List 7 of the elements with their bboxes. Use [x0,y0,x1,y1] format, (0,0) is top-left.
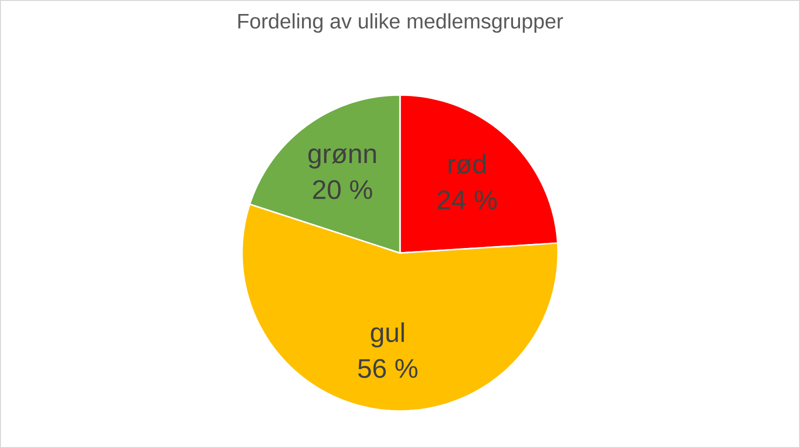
slice-label: grønn [308,148,376,169]
chart-title: Fordeling av ulike medlemsgrupper [238,13,563,33]
data-label: 24 % [438,190,497,210]
slice-label: rød [448,154,486,174]
data-label: 20 % [313,180,372,200]
slice-label: gul [370,322,404,348]
data-label: 56 % [358,358,418,378]
